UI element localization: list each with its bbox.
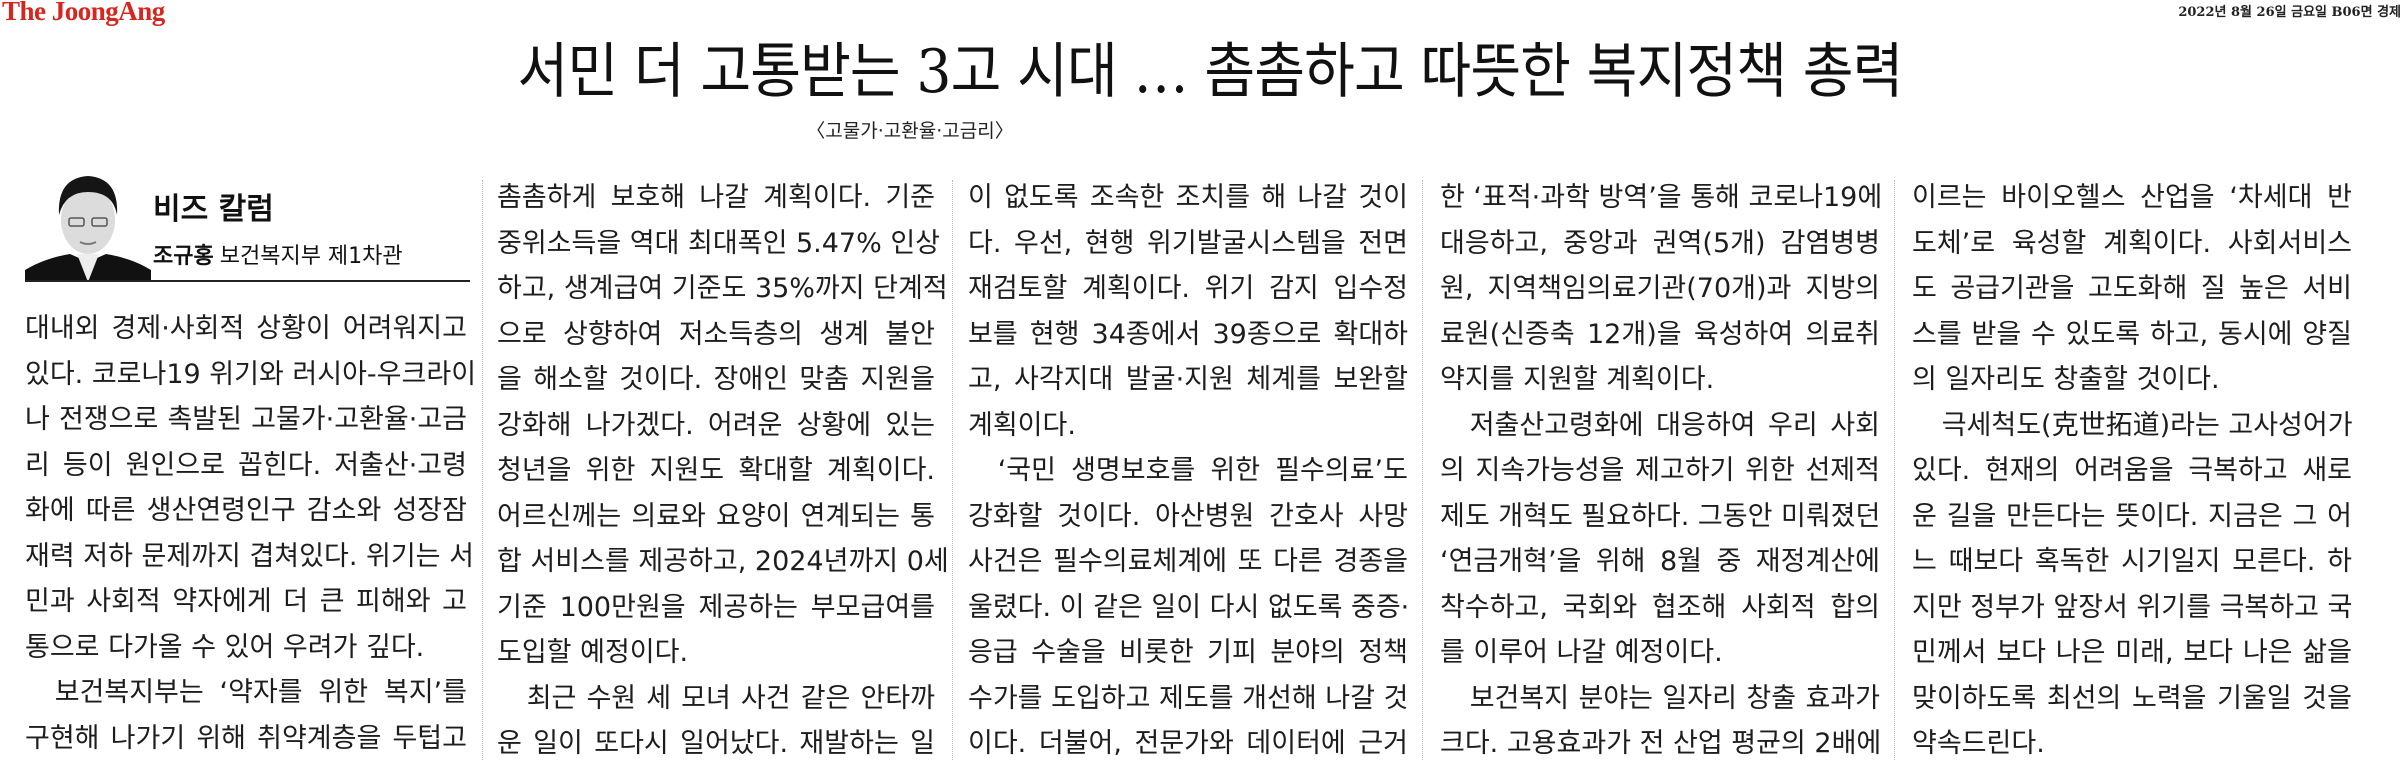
text-line: 약속드린다. [1912,728,2045,759]
text-line: 약지를 지원할 계획이다. [1440,364,1715,395]
text-line: 의 일자리도 창출할 것이다. [1912,364,2220,395]
masthead-logo: The JoongAng [2,0,165,26]
text-line: 제도 개혁도 필요하다. 그동안 미뤄졌던 [1440,500,1881,532]
text-line: 강화할 것이다. 아산병원 간호사 사망 [968,500,1408,532]
text-line: 을 해소할 것이다. 장애인 맞춤 지원을 [497,364,935,395]
text-line: 합 서비스를 제공하고, 2024년까지 0세 [497,546,949,577]
text-line: 맞이하도록 최선의 노력을 기울일 것을 [1912,682,2352,714]
text-line: 화에 따른 생산연령인구 감소와 성장잠 [25,495,467,526]
author-photo [25,170,151,282]
dateline: 2022년 8월 26일 금요일 B06면 경제 [2178,5,2401,20]
column-divider [952,180,953,760]
text-line: 다. 우선, 현행 위기발굴시스템을 전면 [968,227,1408,259]
text-line: 촘촘하게 보호해 나갈 계획이다. 기준 [497,182,935,213]
text-line: 재력 저하 문제까지 겹쳐있다. 위기는 서 [25,540,474,572]
text-line: ‘연금개혁’을 위해 8월 중 재정계산에 [1440,546,1880,577]
text-line: 의 지속가능성을 제고하기 위한 선제적 [1440,455,1880,486]
text-line: 있다. 현재의 어려움을 극복하고 새로 [1912,455,2352,486]
text-line: 사건은 필수의료체계에 또 다른 경종을 [968,546,1408,577]
text-line: 를 이루어 나갈 예정이다. [1440,637,1723,668]
text-line: ‘국민 생명보호를 위한 필수의료’도 [997,455,1408,486]
column-title: 비즈 칼럼 [153,192,274,227]
text-line: 저출산고령화에 대응하여 우리 사회 [1469,409,1880,441]
headline: 서민 더 고통받는 3고 시대 … 촘촘하고 따뜻한 복지정책 총력 [517,37,1903,107]
text-line: 운 길을 만든다는 뜻이다. 지금은 그 어 [1912,500,2352,532]
author-name: 조규홍 [153,244,214,269]
text-line: 기준 100만원을 제공하는 부모급여를 [497,591,935,623]
text-line: 도입할 예정이다. [497,637,689,668]
text-line: 착수하고, 국회와 협조해 사회적 합의 [1440,591,1880,623]
text-line: 료원(신증축 12개)을 육성하여 의료취 [1440,318,1880,350]
text-line: 응급 수술을 비롯한 기피 분야의 정책 [968,637,1408,668]
text-line: 스를 받을 수 있도록 하고, 동시에 양질 [1912,318,2352,350]
text-line: 울렸다. 이 같은 일이 다시 없도록 중증· [968,591,1410,623]
text-line: 보건복지 분야는 일자리 창출 효과가 [1469,682,1880,714]
column-divider [482,180,483,760]
column-divider [1894,180,1895,760]
text-line: 민께서 보다 나은 미래, 보다 나은 삶을 [1912,637,2352,668]
text-line: 재검토할 계획이다. 위기 감지 입수정 [968,273,1408,304]
text-line: 리 등이 원인으로 꼽힌다. 저출산·고령 [25,449,467,481]
text-line: 청년을 위한 지원도 확대할 계획이다. [497,455,935,486]
text-line: 보건복지부는 ‘약자를 위한 복지’를 [54,677,467,708]
text-line: 수가를 도입하고 제도를 개선해 나갈 것 [968,682,1409,714]
text-line: 이 없도록 조속한 조치를 해 나갈 것이 [968,182,1408,213]
text-line: 강화해 나가겠다. 어려운 상황에 있는 [497,409,935,441]
text-line: 으로 상향하여 저소득층의 생계 불안 [497,318,935,350]
text-line: 하고, 생계급여 기준도 35%까지 단계적 [497,273,948,304]
author-portrait-icon [25,170,151,282]
text-line: 나 전쟁으로 촉발된 고물가·고환율·고금 [25,404,467,435]
text-line: 있다. 코로나19 위기와 러시아-우크라이 [25,358,477,390]
text-line: 이다. 더불어, 전문가와 데이터에 근거 [968,728,1408,759]
text-line: 계획이다. [968,409,1076,441]
text-line: 한 ‘표적·과학 방역’을 통해 코로나19에 [1440,182,1883,213]
text-line: 보를 현행 34종에서 39종으로 확대하 [968,318,1408,350]
author-title: 보건복지부 제1차관 [219,244,403,269]
text-line: 극세척도(克世拓道)라는 고사성어가 [1941,409,2353,441]
text-line: 중위소득을 역대 최대폭인 5.47% 인상 [497,227,941,259]
text-line: 대내외 경제·사회적 상황이 어려워지고 [25,313,467,344]
text-line: 최근 수원 세 모녀 사건 같은 안타까 [526,682,935,714]
text-line: 고, 사각지대 발굴·지원 체계를 보완할 [968,364,1408,395]
header-rule [25,280,470,282]
text-line: 대응하고, 중앙과 권역(5개) 감염병병 [1440,227,1880,259]
text-line: 지만 정부가 앞장서 위기를 극복하고 국 [1912,591,2353,623]
subhead: 〈고물가·고환율·고금리〉 [806,120,1014,142]
column-divider [1422,180,1423,760]
text-line: 도 공급기관을 고도화해 질 높은 서비 [1912,273,2352,304]
text-line: 어르신께는 의료와 요양이 연계되는 통 [497,500,935,532]
text-line: 구현해 나가기 위해 취약계층을 두텁고 [25,722,467,754]
text-line: 이르는 바이오헬스 산업을 ‘차세대 반 [1912,182,2352,213]
text-line: 크다. 고용효과가 전 산업 평균의 2배에 [1440,728,1882,759]
text-line: 민과 사회적 약자에게 더 큰 피해와 고 [25,586,467,617]
text-line: 원, 지역책임의료기관(70개)과 지방의 [1440,273,1880,304]
text-line: 통으로 다가올 수 있어 우려가 깊다. [25,631,425,663]
text-line: 느 때보다 혹독한 시기일지 모른다. 하 [1912,546,2352,577]
byline: 조규홍 보건복지부 제1차관 [153,238,403,270]
text-line: 도체’로 육성할 계획이다. 사회서비스 [1912,227,2352,259]
text-line: 운 일이 또다시 일어났다. 재발하는 일 [497,728,935,759]
